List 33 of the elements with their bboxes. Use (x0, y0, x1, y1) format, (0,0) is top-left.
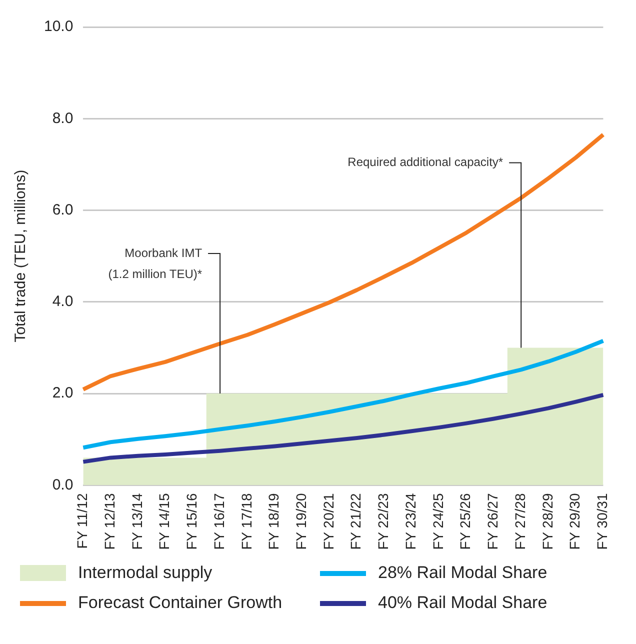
y-tick-label: 2.0 (52, 384, 74, 402)
x-tick-label: FY 18/19 (266, 492, 282, 550)
x-tick-label: FY 11/12 (74, 492, 90, 549)
x-tick-label: FY 25/26 (457, 492, 474, 550)
annotation: Required additional capacity* (348, 155, 504, 170)
x-tick-label: FY 30/31 (594, 492, 610, 550)
legend-label: 28% Rail Modal Share (378, 563, 548, 583)
x-tick-label: FY 19/20 (293, 492, 310, 550)
x-tick-label: FY 15/16 (184, 492, 200, 550)
legend-label: Intermodal supply (78, 563, 212, 583)
annotation: Moorbank IMT (1.2 million TEU)* (108, 246, 203, 281)
x-tick-label: FY 14/15 (156, 492, 172, 550)
x-tick-label: FY 27/28 (512, 492, 528, 550)
x-tick-label: FY 23/24 (402, 492, 418, 550)
x-tick-label: FY 26/27 (484, 492, 501, 550)
y-tick-label: 4.0 (52, 293, 74, 310)
x-tick-label: FY 13/14 (128, 492, 145, 550)
legend-label: 40% Rail Modal Share (378, 593, 548, 613)
legend-label: Forecast Container Growth (78, 593, 282, 613)
x-tick-label: FY 24/25 (430, 492, 446, 550)
x-tick-label: FY 28/29 (539, 492, 556, 550)
x-tick-label: FY 16/17 (210, 492, 227, 550)
y-axis-title: Total trade (TEU, millions) (12, 170, 30, 342)
x-tick-label: FY 20/21 (320, 492, 336, 550)
x-tick-label: FY 22/23 (375, 492, 392, 550)
y-tick-label: 8.0 (52, 110, 74, 127)
y-tick-label: 0.0 (52, 476, 74, 494)
x-tick-label: FY 17/18 (238, 492, 254, 550)
x-tick-label: FY 29/30 (566, 492, 583, 550)
x-tick-label: FY 12/13 (101, 492, 118, 550)
y-tick-label: 10.0 (44, 18, 74, 36)
y-tick-label: 6.0 (52, 201, 74, 218)
x-tick-label: FY 21/22 (348, 492, 364, 550)
